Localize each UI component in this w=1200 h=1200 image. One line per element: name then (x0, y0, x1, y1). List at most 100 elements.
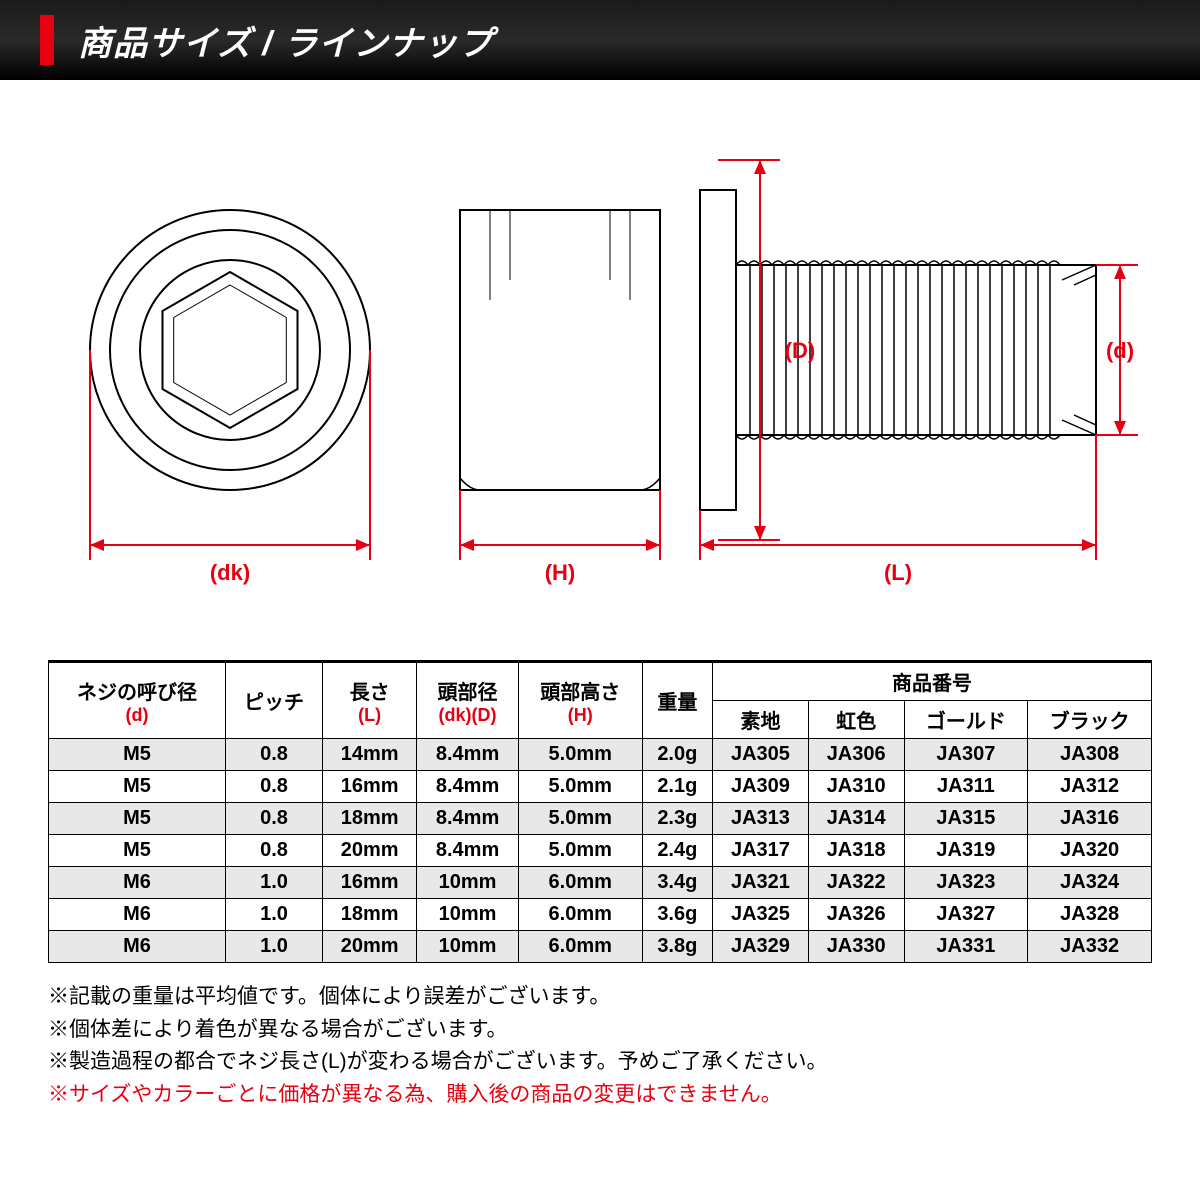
table-header-cell: 頭部径(dk)(D) (417, 662, 519, 739)
table-cell: 5.0mm (518, 835, 642, 867)
table-cell: JA305 (713, 739, 809, 771)
table-cell: JA316 (1028, 803, 1152, 835)
table-cell: 3.6g (642, 899, 713, 931)
table-subheader-cell: 素地 (713, 701, 809, 739)
table-cell: M5 (49, 835, 226, 867)
table-cell: M5 (49, 803, 226, 835)
table-subheader-cell: ブラック (1028, 701, 1152, 739)
table-subheader-cell: ゴールド (904, 701, 1028, 739)
table-header-cell: ネジの呼び径(d) (49, 662, 226, 739)
dim-d-label: (d) (1106, 338, 1134, 363)
table-cell: JA310 (808, 771, 904, 803)
table-cell: 18mm (323, 899, 417, 931)
table-cell: 2.3g (642, 803, 713, 835)
table-cell: 1.0 (225, 899, 322, 931)
table-cell: 16mm (323, 771, 417, 803)
table-cell: 10mm (417, 899, 519, 931)
table-cell: JA321 (713, 867, 809, 899)
table-cell: JA322 (808, 867, 904, 899)
table-cell: JA332 (1028, 931, 1152, 963)
table-cell: 0.8 (225, 803, 322, 835)
dim-dk-label: (dk) (210, 560, 250, 585)
table-cell: M5 (49, 771, 226, 803)
table-cell: 8.4mm (417, 771, 519, 803)
table-cell: JA317 (713, 835, 809, 867)
table-row: M50.818mm8.4mm5.0mm2.3gJA313JA314JA315JA… (49, 803, 1152, 835)
table-cell: 8.4mm (417, 835, 519, 867)
table-cell: JA330 (808, 931, 904, 963)
table-cell: JA311 (904, 771, 1028, 803)
table-cell: JA331 (904, 931, 1028, 963)
table-cell: 6.0mm (518, 867, 642, 899)
spec-table-area: ネジの呼び径(d)ピッチ長さ(L)頭部径(dk)(D)頭部高さ(H)重量商品番号… (0, 640, 1200, 973)
table-cell: M6 (49, 867, 226, 899)
table-row: M50.820mm8.4mm5.0mm2.4gJA317JA318JA319JA… (49, 835, 1152, 867)
table-cell: 0.8 (225, 739, 322, 771)
table-cell: 0.8 (225, 835, 322, 867)
table-cell: JA312 (1028, 771, 1152, 803)
table-cell: 5.0mm (518, 739, 642, 771)
table-header-cell: 商品番号 (713, 662, 1152, 701)
table-cell: JA323 (904, 867, 1028, 899)
table-header: ネジの呼び径(d)ピッチ長さ(L)頭部径(dk)(D)頭部高さ(H)重量商品番号… (49, 662, 1152, 739)
table-cell: 2.4g (642, 835, 713, 867)
header-bar: 商品サイズ / ラインナップ (0, 0, 1200, 80)
table-cell: JA325 (713, 899, 809, 931)
table-cell: 5.0mm (518, 803, 642, 835)
table-cell: JA318 (808, 835, 904, 867)
table-cell: 8.4mm (417, 803, 519, 835)
dim-D-label: (D) (785, 338, 816, 363)
table-header-cell: 頭部高さ(H) (518, 662, 642, 739)
table-body: M50.814mm8.4mm5.0mm2.0gJA305JA306JA307JA… (49, 739, 1152, 963)
table-cell: 1.0 (225, 931, 322, 963)
table-cell: JA309 (713, 771, 809, 803)
note-line: ※サイズやカラーごとに価格が異なる為、購入後の商品の変更はできません。 (48, 1079, 1152, 1112)
table-subheader-cell: 虹色 (808, 701, 904, 739)
note-line: ※製造過程の都合でネジ長さ(L)が変わる場合がございます。予めご了承ください。 (48, 1046, 1152, 1079)
dim-h-label: (H) (545, 560, 576, 585)
table-header-cell: ピッチ (225, 662, 322, 739)
table-cell: 20mm (323, 835, 417, 867)
table-row: M50.814mm8.4mm5.0mm2.0gJA305JA306JA307JA… (49, 739, 1152, 771)
table-cell: 6.0mm (518, 899, 642, 931)
header-accent (40, 15, 54, 65)
table-cell: 18mm (323, 803, 417, 835)
table-cell: 1.0 (225, 867, 322, 899)
bolt-diagram: (dk) (H) (60, 120, 1140, 620)
table-cell: JA307 (904, 739, 1028, 771)
table-cell: 16mm (323, 867, 417, 899)
table-cell: M6 (49, 931, 226, 963)
table-cell: M5 (49, 739, 226, 771)
table-cell: JA306 (808, 739, 904, 771)
table-cell: 5.0mm (518, 771, 642, 803)
table-cell: 3.4g (642, 867, 713, 899)
table-cell: JA329 (713, 931, 809, 963)
note-line: ※個体差により着色が異なる場合がございます。 (48, 1014, 1152, 1047)
diagram-area: (dk) (H) (0, 80, 1200, 640)
table-row: M61.018mm10mm6.0mm3.6gJA325JA326JA327JA3… (49, 899, 1152, 931)
table-cell: JA314 (808, 803, 904, 835)
dim-L-label: (L) (884, 560, 912, 585)
table-cell: 6.0mm (518, 931, 642, 963)
table-cell: JA320 (1028, 835, 1152, 867)
table-cell: 10mm (417, 867, 519, 899)
table-cell: 10mm (417, 931, 519, 963)
notes-area: ※記載の重量は平均値です。個体により誤差がございます。※個体差により着色が異なる… (0, 973, 1200, 1119)
table-header-cell: 長さ(L) (323, 662, 417, 739)
table-cell: 20mm (323, 931, 417, 963)
table-cell: 2.1g (642, 771, 713, 803)
table-cell: 2.0g (642, 739, 713, 771)
table-header-cell: 重量 (642, 662, 713, 739)
table-row: M61.016mm10mm6.0mm3.4gJA321JA322JA323JA3… (49, 867, 1152, 899)
table-cell: 8.4mm (417, 739, 519, 771)
table-cell: JA319 (904, 835, 1028, 867)
table-cell: M6 (49, 899, 226, 931)
table-cell: JA326 (808, 899, 904, 931)
header-title: 商品サイズ / ラインナップ (78, 16, 493, 65)
table-cell: JA308 (1028, 739, 1152, 771)
table-cell: 14mm (323, 739, 417, 771)
table-cell: JA313 (713, 803, 809, 835)
table-cell: 0.8 (225, 771, 322, 803)
table-row: M50.816mm8.4mm5.0mm2.1gJA309JA310JA311JA… (49, 771, 1152, 803)
table-cell: JA327 (904, 899, 1028, 931)
